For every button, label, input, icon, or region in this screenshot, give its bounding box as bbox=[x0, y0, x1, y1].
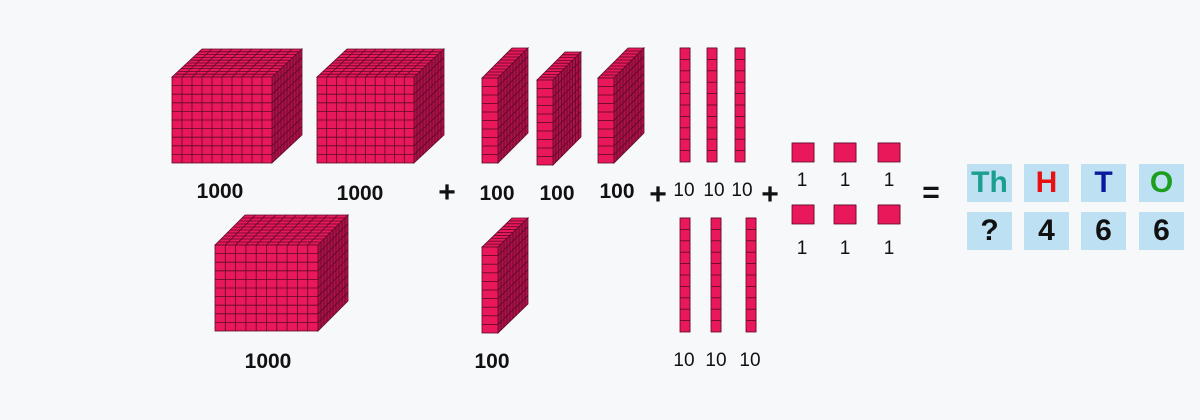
hundred-label: 100 bbox=[479, 182, 515, 205]
ones-header: O bbox=[1139, 164, 1184, 202]
hundred-flat bbox=[481, 47, 529, 164]
hundred-label: 100 bbox=[474, 350, 510, 373]
ten-rod bbox=[710, 217, 722, 333]
hundreds-header: H bbox=[1024, 164, 1069, 202]
plus-sign: + bbox=[761, 178, 779, 211]
plus-sign: + bbox=[649, 178, 667, 211]
thousand-label: 1000 bbox=[336, 182, 384, 205]
one-label: 1 bbox=[796, 170, 808, 191]
ten-rod bbox=[706, 47, 718, 163]
one-label: 1 bbox=[839, 238, 851, 259]
thousand-cube bbox=[170, 48, 304, 164]
hundred-label: 100 bbox=[539, 182, 575, 205]
ten-rod bbox=[679, 47, 691, 163]
ten-label: 10 bbox=[705, 350, 727, 371]
thousand-label: 1000 bbox=[244, 350, 292, 373]
one-unit bbox=[833, 142, 857, 163]
thousand-cube bbox=[315, 48, 446, 164]
thousand-label: 1000 bbox=[196, 180, 244, 203]
equals-sign: = bbox=[922, 176, 940, 209]
ten-label: 10 bbox=[731, 180, 753, 201]
hundred-label: 100 bbox=[599, 180, 635, 203]
ten-label: 10 bbox=[673, 180, 695, 201]
plus-sign: + bbox=[438, 176, 456, 209]
thousands-value: ? bbox=[967, 212, 1012, 250]
hundred-flat bbox=[536, 51, 582, 166]
one-label: 1 bbox=[796, 238, 808, 259]
thousand-cube bbox=[214, 214, 349, 332]
one-unit bbox=[791, 142, 815, 163]
tens-value: 6 bbox=[1081, 212, 1126, 250]
ten-label: 10 bbox=[739, 350, 761, 371]
ten-rod bbox=[734, 47, 746, 163]
one-unit bbox=[877, 204, 901, 225]
one-unit bbox=[791, 204, 815, 225]
one-unit bbox=[877, 142, 901, 163]
hundreds-value: 4 bbox=[1024, 212, 1069, 250]
one-label: 1 bbox=[883, 170, 895, 191]
tens-header: T bbox=[1081, 164, 1126, 202]
thousands-header: Th bbox=[967, 164, 1012, 202]
ten-rod bbox=[745, 217, 757, 333]
one-label: 1 bbox=[883, 238, 895, 259]
ten-label: 10 bbox=[673, 350, 695, 371]
one-unit bbox=[833, 204, 857, 225]
hundred-flat bbox=[481, 217, 529, 334]
ten-rod bbox=[679, 217, 691, 333]
one-label: 1 bbox=[839, 170, 851, 191]
hundred-flat bbox=[597, 47, 645, 164]
ones-value: 6 bbox=[1139, 212, 1184, 250]
ten-label: 10 bbox=[703, 180, 725, 201]
